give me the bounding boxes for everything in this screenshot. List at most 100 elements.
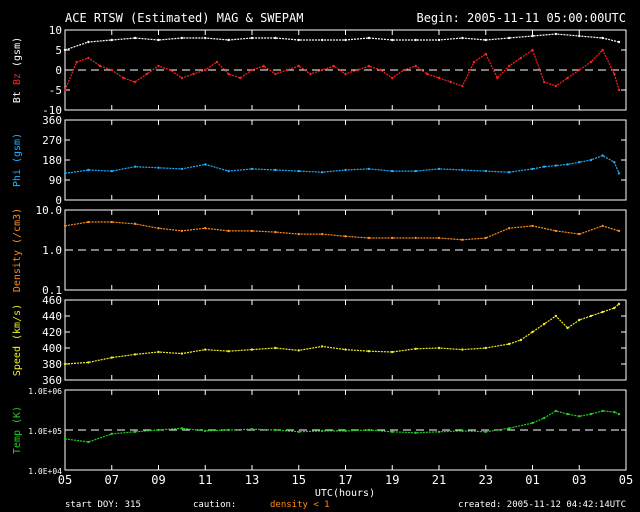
data-point bbox=[461, 36, 464, 40]
data-point bbox=[507, 64, 511, 68]
y-tick-label: 5 bbox=[55, 44, 62, 57]
data-point bbox=[617, 302, 621, 306]
data-point bbox=[617, 412, 621, 416]
data-point bbox=[617, 40, 621, 44]
data-point bbox=[484, 236, 487, 240]
data-point bbox=[168, 68, 172, 72]
y-tick-label: 360 bbox=[42, 114, 62, 127]
data-point bbox=[344, 168, 347, 172]
data-point bbox=[437, 236, 441, 240]
data-point bbox=[426, 72, 429, 76]
y-tick-label: -10 bbox=[42, 104, 62, 117]
data-point bbox=[461, 84, 464, 88]
data-point bbox=[215, 60, 219, 64]
data-point bbox=[320, 171, 324, 174]
data-point bbox=[87, 220, 90, 224]
data-point bbox=[274, 428, 277, 432]
y-tick-label: 10 bbox=[49, 24, 62, 37]
y-tick-label: 460 bbox=[42, 294, 62, 307]
data-point bbox=[613, 72, 616, 76]
data-point bbox=[578, 161, 581, 164]
data-point bbox=[227, 38, 230, 42]
data-point bbox=[554, 229, 558, 233]
data-point bbox=[344, 429, 347, 433]
data-point bbox=[180, 352, 184, 355]
data-point bbox=[157, 227, 160, 230]
data-point bbox=[320, 429, 324, 433]
data-point bbox=[250, 427, 254, 431]
data-point bbox=[157, 428, 160, 432]
y-tick-label: 1.0E+05 bbox=[28, 427, 62, 436]
data-point bbox=[320, 345, 324, 348]
data-point bbox=[227, 72, 230, 76]
y-tick-label: 360 bbox=[42, 374, 62, 387]
data-point bbox=[472, 60, 476, 64]
y-axis-label-part: Speed bbox=[12, 346, 23, 376]
data-point bbox=[531, 421, 534, 425]
data-point bbox=[344, 235, 347, 238]
data-point bbox=[566, 326, 569, 330]
data-point bbox=[589, 412, 593, 416]
y-axis-label-part: (/cm3) bbox=[12, 208, 23, 250]
data-point bbox=[461, 238, 464, 241]
y-tick-label: 400 bbox=[42, 342, 62, 355]
y-axis-label: Speed (km/s) bbox=[12, 304, 23, 376]
data-point bbox=[297, 430, 300, 434]
data-point bbox=[601, 48, 604, 52]
data-point bbox=[285, 68, 289, 72]
data-point bbox=[601, 409, 604, 413]
data-point bbox=[507, 171, 511, 174]
data-point bbox=[402, 68, 406, 72]
data-point bbox=[274, 168, 277, 172]
panel-density: 10.0 1.0 0.1 Density (/cm3) bbox=[12, 204, 627, 297]
data-point bbox=[578, 232, 581, 236]
data-point bbox=[344, 72, 347, 76]
x-axis-label: UTC(hours) bbox=[315, 488, 375, 499]
data-point bbox=[461, 429, 464, 433]
y-axis-label-part: Phi bbox=[12, 169, 23, 187]
data-point bbox=[227, 428, 230, 432]
data-point bbox=[320, 38, 324, 42]
series-phi bbox=[64, 154, 620, 174]
data-point bbox=[391, 38, 394, 42]
data-point bbox=[157, 38, 160, 42]
data-point bbox=[180, 229, 184, 233]
data-point bbox=[589, 158, 593, 162]
x-tick-label: 23 bbox=[479, 473, 493, 487]
data-point bbox=[589, 314, 593, 318]
data-point bbox=[63, 48, 67, 52]
data-point bbox=[391, 430, 394, 434]
y-tick-label: 440 bbox=[42, 310, 62, 323]
data-point bbox=[63, 88, 67, 92]
data-point bbox=[542, 165, 546, 168]
data-point bbox=[133, 430, 137, 434]
data-point bbox=[110, 356, 113, 359]
data-point bbox=[145, 72, 149, 76]
data-point bbox=[63, 172, 67, 175]
x-tick-label: 13 bbox=[245, 473, 259, 487]
x-tick-label: 17 bbox=[338, 473, 352, 487]
chart-title: ACE RTSW (Estimated) MAG & SWEPAM bbox=[65, 11, 303, 25]
data-point bbox=[414, 64, 417, 68]
data-point bbox=[204, 348, 207, 351]
data-point bbox=[391, 76, 394, 80]
data-point bbox=[367, 236, 371, 240]
y-tick-label: 1.0E+04 bbox=[28, 467, 62, 476]
data-point bbox=[297, 38, 300, 42]
data-point bbox=[507, 342, 511, 346]
data-point bbox=[507, 36, 511, 40]
y-axis-label-part: Density bbox=[12, 250, 23, 292]
y-axis-label: Temp (K) bbox=[12, 406, 23, 454]
x-tick-label: 09 bbox=[151, 473, 165, 487]
created-time: created: 2005-11-12 04:42:14UTC bbox=[458, 500, 626, 510]
start-doy: start DOY: 315 bbox=[65, 500, 141, 510]
data-point bbox=[542, 80, 546, 84]
data-point bbox=[578, 34, 581, 38]
data-point bbox=[554, 32, 558, 36]
data-point bbox=[133, 80, 137, 84]
x-tick-label: 01 bbox=[525, 473, 539, 487]
data-point bbox=[391, 350, 394, 354]
data-point bbox=[133, 222, 137, 226]
data-point bbox=[601, 310, 604, 314]
